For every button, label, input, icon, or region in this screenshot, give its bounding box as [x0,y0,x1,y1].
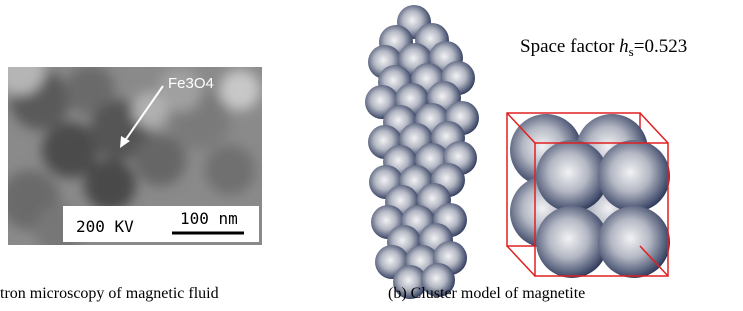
particle-blob [205,145,255,195]
scale-bar-label: 100 nm [180,209,238,228]
space-factor-label: Space factor [520,36,619,57]
particle-blob [220,70,260,110]
scale-kv: 200 KV [76,217,134,236]
sphere [536,140,608,212]
symbol: h [619,36,629,57]
sphere [598,140,670,212]
particle-blob [84,159,136,211]
figure-canvas: Fe3O4 200 KV 100 nm tron microscopy of m… [0,0,743,311]
particle-blob [134,134,186,186]
sphere [536,206,608,278]
space-factor: Space factor hs=0.523 [520,36,687,59]
caption-a: tron microscopy of magnetic fluid [0,285,219,302]
cube-edge [507,246,535,276]
sphere-column [365,5,479,299]
figure: Fe3O4 200 KV 100 nm tron microscopy of m… [0,0,743,311]
caption-b: (b) Cluster model of magnetite [388,285,585,302]
particle-label: Fe3O4 [168,75,214,92]
value-text: =0.523 [634,36,687,57]
cube-model [507,113,670,278]
